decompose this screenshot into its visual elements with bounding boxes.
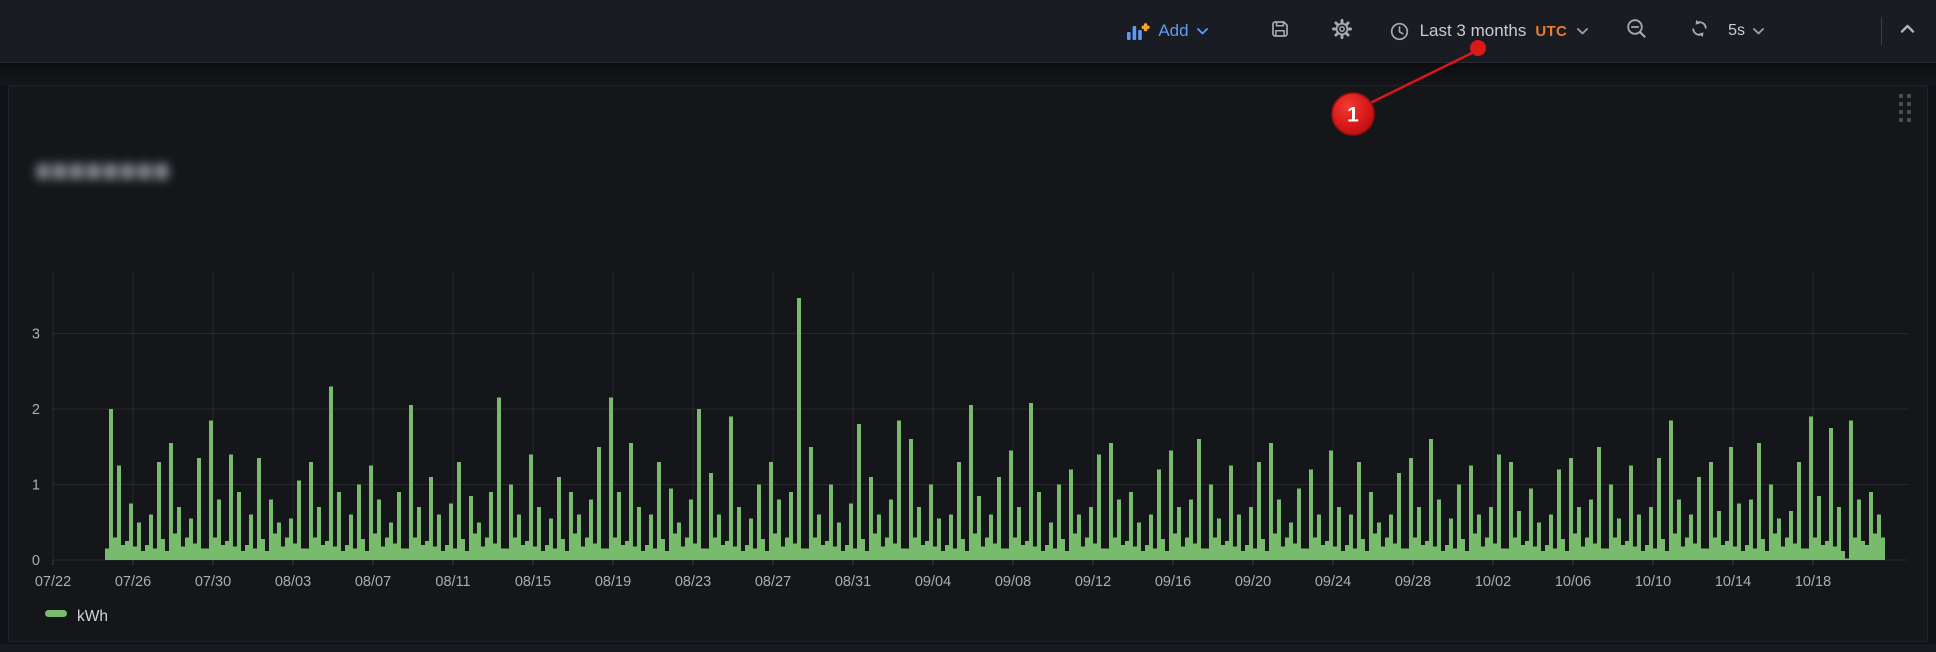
energy-usage-chart: 0 1 2 3 07/22 07/26 07/30 08/03 08/07 08/11 08/15… <box>0 0 1936 652</box>
svg-text:2: 2 <box>32 402 40 418</box>
svg-text:08/15: 08/15 <box>515 574 551 590</box>
svg-text:09/12: 09/12 <box>1075 574 1111 590</box>
svg-text:07/26: 07/26 <box>115 574 151 590</box>
x-axis-labels: 07/22 07/26 07/30 08/03 08/07 08/11 08/15 08/19… <box>35 574 1831 590</box>
svg-text:09/08: 09/08 <box>995 574 1031 590</box>
svg-text:10/14: 10/14 <box>1715 574 1751 590</box>
svg-text:09/20: 09/20 <box>1235 574 1271 590</box>
svg-text:07/22: 07/22 <box>35 574 71 590</box>
chart-legend[interactable]: kWh <box>45 608 108 625</box>
svg-text:08/31: 08/31 <box>835 574 871 590</box>
svg-text:10/10: 10/10 <box>1635 574 1671 590</box>
svg-text:1: 1 <box>32 478 40 494</box>
svg-text:08/03: 08/03 <box>275 574 311 590</box>
svg-text:08/11: 08/11 <box>435 574 470 590</box>
svg-text:08/23: 08/23 <box>675 574 711 590</box>
svg-text:08/19: 08/19 <box>595 574 631 590</box>
svg-text:07/30: 07/30 <box>195 574 231 590</box>
svg-text:10/06: 10/06 <box>1555 574 1591 590</box>
svg-text:0: 0 <box>32 553 40 569</box>
svg-text:09/24: 09/24 <box>1315 574 1351 590</box>
svg-text:10/18: 10/18 <box>1795 574 1831 590</box>
svg-text:08/27: 08/27 <box>755 574 791 590</box>
legend-swatch <box>45 610 67 617</box>
svg-text:09/04: 09/04 <box>915 574 951 590</box>
svg-text:10/02: 10/02 <box>1475 574 1511 590</box>
grafana-dashboard: { "toolbar": { "add_label": "Add", "time… <box>0 0 1936 652</box>
svg-text:09/16: 09/16 <box>1155 574 1191 590</box>
legend-label: kWh <box>77 608 108 625</box>
svg-text:09/28: 09/28 <box>1395 574 1431 590</box>
y-axis-labels: 0 1 2 3 <box>32 327 40 570</box>
svg-text:08/07: 08/07 <box>355 574 391 590</box>
kwh-series-bars[interactable] <box>105 298 1885 560</box>
svg-text:3: 3 <box>32 327 40 343</box>
